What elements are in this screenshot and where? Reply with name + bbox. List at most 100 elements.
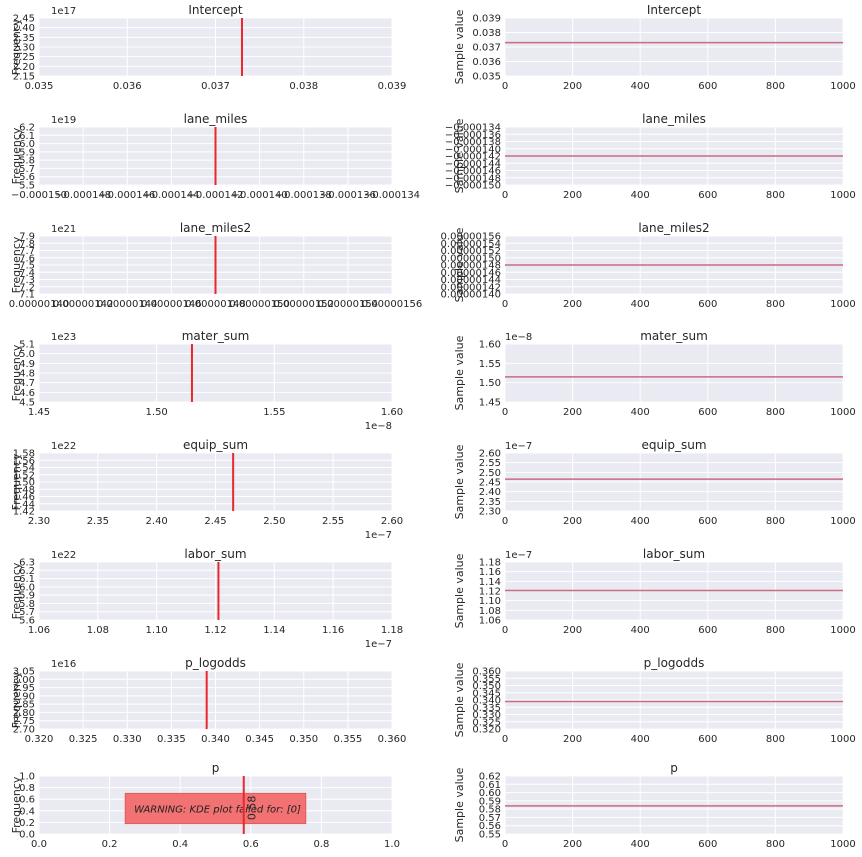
panel-1-trace-ytick-label: 0.038: [472, 28, 501, 39]
panel-7-trace-xtick-label: 1000: [830, 734, 855, 745]
panel-5-trace-ytick-label: 2.55: [479, 458, 501, 469]
panel-4-trace-xtick-label: 400: [631, 407, 650, 418]
panel-3-trace-ytick-label: 0.00000140: [441, 290, 501, 301]
panel-4-trace-xtick-label: 0: [502, 407, 508, 418]
panel-5-trace-ytick-label: 2.40: [479, 487, 501, 498]
panel-6-hist-offset-text: 1e22: [51, 550, 76, 561]
panel-4-hist-ytick-label: 5.1: [19, 340, 35, 351]
panel-3-trace-ytick-label: 0.00000154: [441, 239, 501, 250]
panel-1-trace-xtick-label: 1000: [830, 81, 855, 92]
panel-3-trace-xtick-label: 200: [563, 299, 582, 310]
panel-3-hist-xtick-label: 0.00000152: [274, 299, 334, 310]
panel-2-hist-xtick-label: −0.000142: [187, 190, 243, 201]
panel-7-trace-title: p_logodds: [644, 656, 705, 670]
panel-7-hist-ytick-label: 2.70: [13, 725, 35, 736]
panel-8-hist-ytick-label: 0.6: [19, 795, 35, 806]
panel-4-hist-ytick-label: 5.0: [19, 349, 35, 360]
panel-5-hist-xtick-label: 2.55: [322, 516, 344, 527]
panel-3-hist-xtick-label: 0.00000144: [97, 299, 157, 310]
panel-4-trace-offset-text: 1e−8: [505, 332, 532, 343]
panel-4-trace-ytick-label: 1.50: [479, 378, 501, 389]
panel-2-hist-ytick-label: 5.7: [19, 164, 35, 175]
panel-7-hist-ytick-label: 3.00: [13, 675, 35, 686]
panel-5-hist-ytick-label: 1.42: [13, 507, 35, 518]
panel-5-trace-ytick-label: 2.50: [479, 468, 501, 479]
panel-2-trace-xtick-label: 0: [502, 190, 508, 201]
panel-3-trace-xtick-label: 0: [502, 299, 508, 310]
panel-3-hist-ytick-label: 7.3: [19, 275, 35, 286]
panel-5-hist-xtick-label: 2.30: [28, 516, 50, 527]
panel-7-hist-xtick-label: 0.325: [69, 734, 98, 745]
panel-6-trace-ytick-label: 1.06: [479, 616, 501, 627]
panel-5-trace-ytick-label: 2.60: [479, 449, 501, 460]
panel-3-trace-ytick-label: 0.00000142: [441, 282, 501, 293]
panel-7-trace-xtick-label: 0: [502, 734, 508, 745]
panel-6-trace-title: labor_sum: [643, 547, 705, 561]
panel-8-hist-ytick-label: 0.4: [19, 806, 35, 817]
panel-6-hist-xtick-label: 1.10: [146, 625, 168, 636]
panel-2-trace-ytick-label: −0.000142: [445, 152, 501, 163]
panel-6-hist-ytick-label: 5.7: [19, 607, 35, 618]
panel-5-hist-ytick-label: 1.58: [13, 449, 35, 460]
panel-3-hist-ytick-label: 7.9: [19, 232, 35, 243]
panel-1-hist-xtick-label: 0.037: [201, 81, 230, 92]
panel-3-hist-ylabel: Frequency: [10, 236, 23, 293]
panel-7-hist-xtick-label: 0.335: [157, 734, 186, 745]
panel-8-hist-ytick-label: 0.2: [19, 818, 35, 829]
panel-8-trace-xtick-label: 0: [502, 839, 508, 850]
panel-3-trace-ytick-label: 0.00000146: [441, 268, 501, 279]
panel-2-hist-xtick-label: −0.000138: [276, 190, 332, 201]
panel-1-hist-title: Intercept: [188, 3, 243, 17]
panel-2-trace-xtick-label: 200: [563, 190, 582, 201]
panel-6-hist-ytick-label: 6.3: [19, 558, 35, 569]
panel-5-hist-offset-text: 1e22: [51, 441, 76, 452]
panel-1-hist-ytick-label: 2.25: [13, 52, 35, 63]
panel-4-trace-title: mater_sum: [640, 329, 708, 343]
panel-5-hist-ytick-label: 1.44: [13, 499, 35, 510]
panel-5-trace-offset-text: 1e−7: [505, 441, 532, 452]
panel-6-trace-ylabel: Sample value: [453, 553, 466, 628]
panel-4-trace-xtick-label: 800: [766, 407, 785, 418]
panel-8-trace-ytick-label: 0.62: [479, 772, 501, 783]
panel-3-hist-xtick-label: 0.00000148: [185, 299, 245, 310]
panel-1-trace-xtick-label: 400: [631, 81, 650, 92]
panel-5-trace-ytick-label: 2.35: [479, 497, 501, 508]
panel-6-hist-xtick-label: 1.18: [381, 625, 403, 636]
panel-6-hist-title: labor_sum: [184, 547, 246, 561]
panel-7-trace-xtick-label: 800: [766, 734, 785, 745]
panel-8-trace-xtick-label: 800: [766, 839, 785, 850]
panel-1-trace-xtick-label: 600: [698, 81, 717, 92]
panel-3-hist-ytick-label: 7.1: [19, 290, 35, 301]
panel-7-trace-ylabel: Sample value: [453, 662, 466, 737]
panel-6-hist-ytick-label: 5.9: [19, 591, 35, 602]
panel-7-hist-ytick-label: 2.90: [13, 691, 35, 702]
panel-1-trace-title: Intercept: [647, 3, 702, 17]
panel-7-hist-ytick-label: 2.85: [13, 700, 35, 711]
panel-6-hist-ytick-label: 5.6: [19, 616, 35, 627]
panel-2-hist-offset-text: 1e19: [51, 115, 76, 126]
panel-3-hist-offset-text: 1e21: [51, 224, 76, 235]
panel-7-hist-xtick-label: 0.330: [113, 734, 142, 745]
panel-8-trace-axes: [505, 776, 843, 834]
panel-5-trace-title: equip_sum: [641, 438, 706, 452]
panel-7-hist-title: p_logodds: [185, 656, 246, 670]
panel-8-trace-xtick-label: 400: [631, 839, 650, 850]
panel-3-hist-ytick-label: 7.6: [19, 253, 35, 264]
panel-6-hist-xtick-label: 1.12: [204, 625, 226, 636]
panel-3-hist-xtick-label: 0.00000150: [229, 299, 289, 310]
panel-4-hist-xtick-label: 1.50: [146, 407, 168, 418]
panel-3-hist-ytick-label: 7.2: [19, 282, 35, 293]
panel-7-trace-ytick-label: 0.335: [472, 703, 501, 714]
panel-6-hist-xoffset-text: 1e−7: [365, 639, 392, 650]
panel-2-trace-xtick-label: 800: [766, 190, 785, 201]
panel-8-hist-xtick-label: 0.6: [243, 839, 259, 850]
panel-7-hist-ytick-label: 2.80: [13, 708, 35, 719]
panel-6-trace-xtick-label: 400: [631, 625, 650, 636]
panel-5-hist-title: equip_sum: [183, 438, 248, 452]
panel-2-hist-xtick-label: −0.000134: [364, 190, 420, 201]
panel-2-trace-xtick-label: 600: [698, 190, 717, 201]
panel-1-hist-ytick-label: 2.15: [13, 72, 35, 83]
panel-2-trace-xtick-label: 1000: [830, 190, 855, 201]
panel-8-trace-ytick-label: 0.56: [479, 821, 501, 832]
panel-4-hist-offset-text: 1e23: [51, 332, 76, 343]
